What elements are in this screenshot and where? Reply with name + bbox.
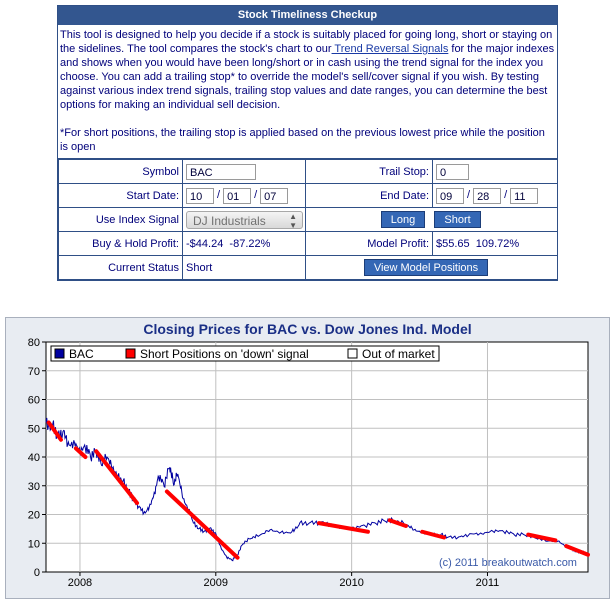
y-tick-label: 40: [28, 452, 40, 464]
start-year-input[interactable]: 07: [260, 187, 289, 204]
x-tick-label: 2010: [339, 577, 363, 589]
current-status-label: Current Status: [58, 255, 183, 280]
current-status-value: Short: [182, 255, 306, 280]
trail-stop-label: Trail Stop:: [305, 159, 433, 184]
index-signal-label: Use Index Signal: [58, 207, 183, 232]
x-tick-label: 2008: [68, 577, 92, 589]
short-position-segment: [387, 518, 408, 528]
legend-label-out: Out of market: [362, 347, 435, 361]
short-position-segment: [526, 532, 558, 543]
short-position-segment: [420, 529, 447, 540]
date-separator: /: [254, 189, 258, 202]
x-tick-label: 2009: [204, 577, 228, 589]
index-signal-select[interactable]: DJ Industrials ▲ ▼: [186, 210, 303, 230]
y-tick-label: 50: [28, 423, 40, 435]
chart-panel: Closing Prices for BAC vs. Dow Jones Ind…: [5, 317, 610, 599]
buy-hold-label: Buy & Hold Profit:: [58, 231, 183, 256]
series-line-bac: [45, 417, 589, 562]
y-tick-label: 20: [28, 510, 40, 522]
x-axis: 2008 2009 2010 2011: [68, 572, 500, 589]
long-button[interactable]: Long: [381, 211, 425, 228]
short-position-segment: [94, 449, 140, 505]
short-position-segment: [317, 521, 370, 534]
y-tick-label: 0: [34, 567, 40, 579]
y-axis: 0 10 20 30 40 50 60 70 80: [28, 337, 46, 579]
series: [45, 417, 590, 562]
end-day-input[interactable]: 28: [473, 187, 502, 204]
copyright-watermark: (c) 2011 breakoutwatch.com: [439, 557, 577, 569]
tool-title: Stock Timeliness Checkup: [58, 6, 557, 25]
description-text: This tool is designed to help you decide…: [60, 29, 553, 55]
model-profit-label: Model Profit:: [305, 231, 433, 256]
start-date-label: Start Date:: [58, 183, 183, 208]
legend-label-bac: BAC: [69, 347, 94, 361]
select-arrows-icon: ▲ ▼: [289, 211, 297, 230]
y-tick-label: 30: [28, 481, 40, 493]
grid: [46, 342, 588, 572]
chart-title: Closing Prices for BAC vs. Dow Jones Ind…: [143, 321, 472, 337]
y-tick-label: 80: [28, 337, 40, 349]
view-model-positions-button[interactable]: View Model Positions: [364, 259, 488, 276]
description-text-cont: for the major indexes and shows when you…: [60, 43, 555, 111]
tool-description: This tool is designed to help you decide…: [58, 25, 557, 159]
trend-reversal-signals-link[interactable]: Trend Reversal Signals: [331, 43, 449, 55]
legend-label-short: Short Positions on 'down' signal: [140, 347, 309, 361]
legend-box: [50, 345, 440, 362]
end-date-label: End Date:: [305, 183, 433, 208]
trailing-stop-footnote: *For short positions, the trailing stop …: [60, 127, 545, 153]
index-signal-value: DJ Industrials: [193, 213, 266, 228]
symbol-label: Symbol: [58, 159, 183, 184]
short-button[interactable]: Short: [434, 211, 482, 228]
short-position-segment: [46, 420, 63, 442]
date-separator: /: [467, 189, 471, 202]
y-tick-label: 60: [28, 395, 40, 407]
end-month-input[interactable]: 09: [436, 187, 464, 204]
y-tick-label: 10: [28, 538, 40, 550]
trail-stop-input[interactable]: 0: [436, 163, 469, 180]
timeliness-tool-panel: Stock Timeliness Checkup This tool is de…: [57, 5, 558, 281]
legend-swatch-out: [347, 348, 358, 359]
model-profit-value: $55.65 109.72%: [432, 231, 558, 256]
symbol-input[interactable]: BAC: [186, 163, 256, 180]
date-separator: /: [504, 189, 508, 202]
legend-swatch-bac: [54, 348, 65, 359]
tool-form: Symbol BAC Trail Stop: 0 Start Date: 10/…: [58, 159, 558, 280]
x-tick-label: 2011: [476, 577, 500, 589]
y-tick-label: 70: [28, 366, 40, 378]
buy-hold-value: -$44.24 -87.22%: [182, 231, 306, 256]
short-position-segment: [164, 489, 240, 560]
start-day-input[interactable]: 01: [223, 187, 252, 204]
price-chart: 0 10 20 30 40 50 60 70 80 2008 2009 2010 2011 BAC S…: [28, 337, 590, 589]
end-year-input[interactable]: 11: [510, 187, 539, 204]
short-position-segment: [564, 544, 590, 557]
short-position-segment: [73, 446, 88, 459]
legend-swatch-short: [125, 348, 136, 359]
date-separator: /: [217, 189, 221, 202]
start-month-input[interactable]: 10: [186, 187, 214, 204]
legend: BAC Short Positions on 'down' signal Out…: [50, 345, 440, 362]
